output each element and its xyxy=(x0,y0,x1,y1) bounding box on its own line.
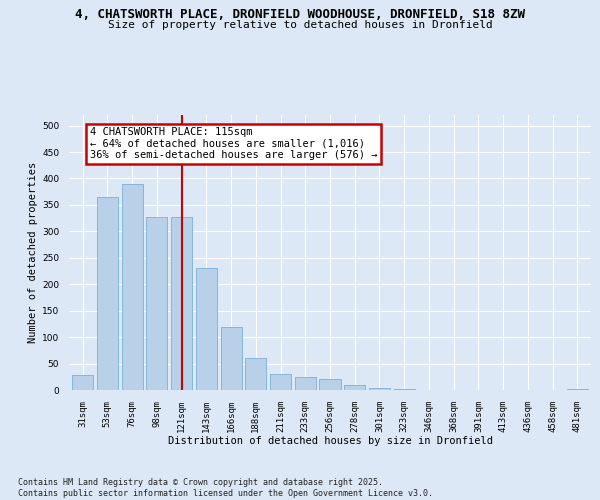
Bar xyxy=(171,216,192,390)
Bar xyxy=(221,326,242,390)
Text: 4, CHATSWORTH PLACE, DRONFIELD WOODHOUSE, DRONFIELD, S18 8ZW: 4, CHATSWORTH PLACE, DRONFIELD WOODHOUSE… xyxy=(75,8,525,20)
Bar xyxy=(122,184,143,390)
Bar xyxy=(344,384,365,390)
Text: 4 CHATSWORTH PLACE: 115sqm
← 64% of detached houses are smaller (1,016)
36% of s: 4 CHATSWORTH PLACE: 115sqm ← 64% of deta… xyxy=(90,127,377,160)
Bar xyxy=(270,374,291,390)
X-axis label: Distribution of detached houses by size in Dronfield: Distribution of detached houses by size … xyxy=(167,436,493,446)
Bar xyxy=(245,358,266,390)
Bar xyxy=(369,388,390,390)
Bar xyxy=(295,377,316,390)
Text: Size of property relative to detached houses in Dronfield: Size of property relative to detached ho… xyxy=(107,20,493,30)
Y-axis label: Number of detached properties: Number of detached properties xyxy=(28,162,38,343)
Bar xyxy=(72,375,93,390)
Bar xyxy=(319,380,341,390)
Text: Contains HM Land Registry data © Crown copyright and database right 2025.
Contai: Contains HM Land Registry data © Crown c… xyxy=(18,478,433,498)
Bar xyxy=(97,197,118,390)
Bar xyxy=(146,216,167,390)
Bar xyxy=(196,268,217,390)
